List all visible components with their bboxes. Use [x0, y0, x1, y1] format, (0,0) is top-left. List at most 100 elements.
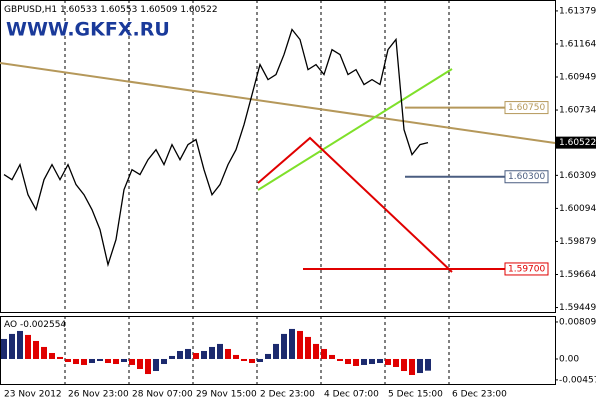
- symbol: GBPUSD,H1: [4, 5, 57, 15]
- ao-bar: [201, 350, 207, 359]
- indicator-name: AO: [4, 320, 17, 330]
- ao-bar: [105, 358, 111, 364]
- y-tick-label: 1.59449: [559, 303, 596, 313]
- y-tick-label: 1.60949: [559, 73, 596, 83]
- ao-bar: [97, 358, 103, 361]
- ao-bar: [361, 358, 367, 365]
- x-tick-label: 26 Nov 23:00: [68, 390, 129, 400]
- ao-bar: [249, 358, 255, 364]
- ao-bar: [49, 352, 55, 359]
- trend-line: [257, 68, 453, 191]
- y-tick-label: 1.60309: [559, 171, 596, 181]
- level-label: 1.60300: [508, 172, 545, 182]
- level-box: [504, 262, 549, 276]
- trend-line: [0, 62, 556, 144]
- ao-bar: [1, 338, 7, 359]
- ao-bar: [321, 348, 327, 359]
- low: 1.60509: [140, 5, 177, 15]
- ao-bar: [41, 346, 47, 359]
- y-tick-label: 1.60094: [559, 204, 596, 214]
- indicator-value: -0.002554: [20, 320, 66, 330]
- ao-bar: [305, 336, 311, 359]
- high: 1.60553: [100, 5, 137, 15]
- x-tick-label: 23 Nov 2012: [4, 390, 62, 400]
- ao-bar: [185, 348, 191, 359]
- ao-bar: [57, 356, 63, 359]
- level-label: 1.60750: [508, 103, 545, 113]
- ao-bar: [137, 358, 143, 370]
- ao-bar: [177, 350, 183, 359]
- ao-bar: [289, 328, 295, 359]
- x-tick-label: 6 Dec 23:00: [452, 390, 507, 400]
- ao-bar: [113, 358, 119, 365]
- ao-bar: [25, 334, 31, 359]
- y-tick-label: 1.59664: [559, 270, 596, 280]
- ao-bar: [353, 358, 359, 366]
- ao-bar: [265, 353, 271, 359]
- ao-bar: [17, 330, 23, 359]
- ao-bar: [329, 354, 335, 359]
- ao-bar: [401, 358, 407, 372]
- ao-bar: [121, 358, 127, 363]
- ao-bar: [369, 358, 375, 365]
- x-tick-label: 28 Nov 07:00: [132, 390, 193, 400]
- y-tick-label: -0.00457: [559, 375, 596, 385]
- plot-layer: [64, 0, 450, 384]
- y-tick-label: 0.008094: [559, 317, 596, 327]
- y-tick-label: 1.61164: [559, 39, 596, 49]
- main-frame: [0, 0, 556, 313]
- ao-bar: [161, 358, 167, 365]
- level-label: 1.59700: [508, 264, 545, 274]
- x-tick-label: 5 Dec 15:00: [388, 390, 443, 400]
- ao-bar: [89, 358, 95, 364]
- x-tick-label: 29 Nov 15:00: [196, 390, 257, 400]
- watermark: WWW.GKFX.RU: [6, 19, 170, 41]
- header: GBPUSD,H1 1.60533 1.60553 1.60509 1.6052…: [4, 5, 218, 15]
- ao-bar: [169, 355, 175, 359]
- ao-bar: [273, 343, 279, 359]
- ao-bar: [337, 358, 343, 361]
- x-tick-label: 2 Dec 23:00: [260, 390, 315, 400]
- ao-frame: [0, 316, 556, 385]
- ao-bar: [233, 354, 239, 359]
- ao-bar: [65, 358, 71, 363]
- ao-bar: [281, 333, 287, 359]
- ao-bar: [345, 358, 351, 365]
- y-tick-label: 1.60734: [559, 106, 596, 116]
- ao-bar: [409, 358, 415, 375]
- triangle: [257, 136, 453, 273]
- ao-bar: [193, 352, 199, 359]
- last-price-label: 1.60522: [559, 138, 596, 148]
- ao-bar: [385, 358, 391, 365]
- x-tick-label: 4 Dec 07:00: [324, 390, 379, 400]
- ao-bar: [217, 343, 223, 359]
- ao-bar: [225, 348, 231, 359]
- ao-bar: [313, 343, 319, 359]
- ao-bar: [297, 330, 303, 359]
- level-box: [504, 101, 549, 115]
- ao-bar: [257, 358, 263, 363]
- y-tick-label: 1.59879: [559, 237, 596, 247]
- ao-bar: [425, 358, 431, 371]
- ao-bar: [393, 358, 399, 367]
- ao-bar: [209, 346, 215, 359]
- ao-bar: [73, 358, 79, 365]
- open: 1.60533: [60, 5, 97, 15]
- ao-bar: [33, 340, 39, 359]
- ao-bar: [153, 358, 159, 372]
- ao-header: AO -0.002554: [4, 320, 66, 330]
- ao-bar: [417, 358, 423, 374]
- price-line: [3, 28, 429, 268]
- ao-bar: [377, 358, 383, 364]
- y-tick-label: 1.61379: [559, 6, 596, 16]
- ao-bar: [81, 358, 87, 365]
- close: 1.60522: [180, 5, 217, 15]
- level-box: [504, 170, 549, 184]
- ao-bar: [241, 358, 247, 361]
- last-price-box: [556, 136, 596, 149]
- y-tick-label: 0.00: [559, 354, 579, 364]
- ao-bar: [9, 333, 15, 359]
- ao-bar: [145, 358, 151, 375]
